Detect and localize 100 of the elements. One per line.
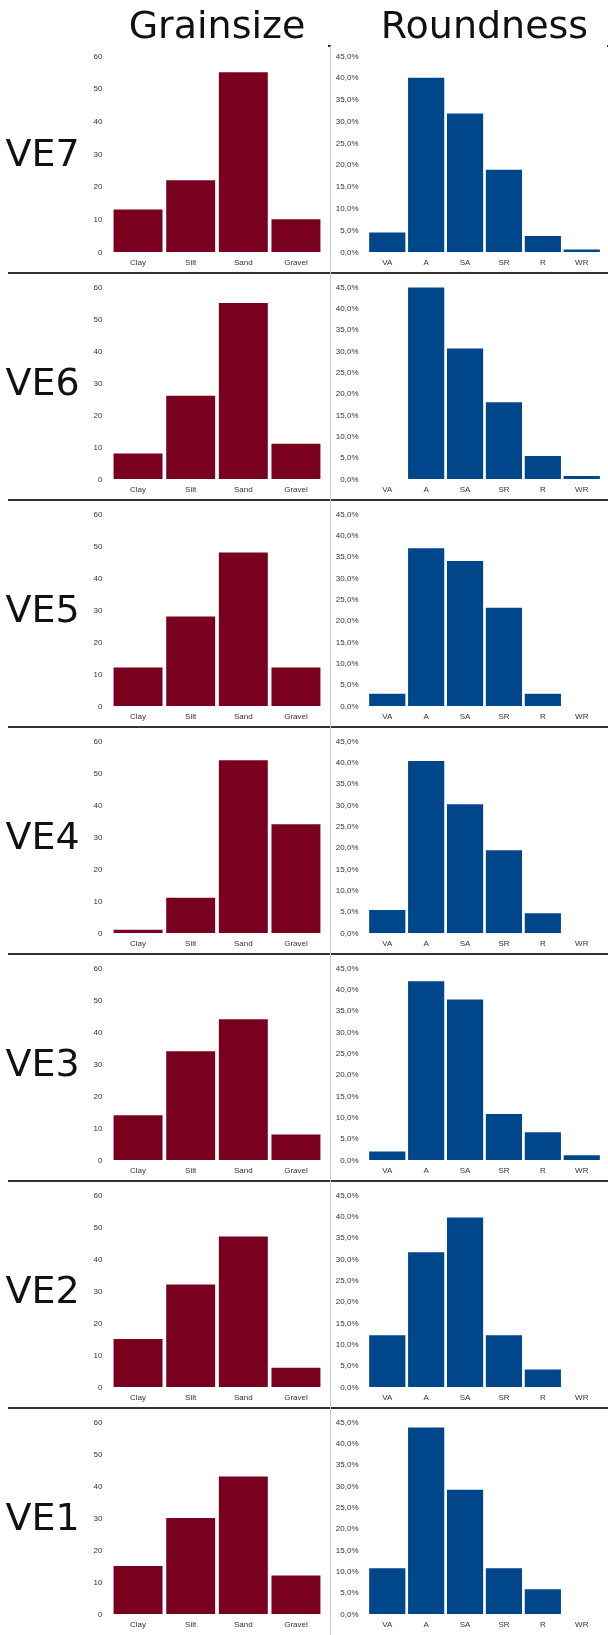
y-tick-label: 20 (93, 182, 104, 192)
x-tick-label: Clay (130, 484, 147, 494)
bar (408, 761, 445, 933)
bar (271, 1134, 321, 1160)
y-tick-label: 5,0% (340, 1361, 359, 1371)
bar (166, 1284, 216, 1387)
y-tick-label: 0 (98, 701, 104, 711)
bar (524, 455, 561, 479)
bar (563, 249, 600, 252)
y-tick-label: 5,0% (340, 453, 359, 463)
y-tick-label: 35,0% (335, 325, 359, 335)
bar (524, 913, 561, 933)
y-tick-label: 15,0% (335, 410, 359, 420)
y-tick-label: 0 (98, 928, 104, 938)
x-tick-label: WR (575, 1619, 589, 1629)
y-tick-label: 10,0% (335, 1566, 359, 1576)
y-tick-label: 30,0% (335, 800, 359, 810)
x-tick-label: Clay (130, 1392, 147, 1402)
x-tick-label: SR (498, 1392, 510, 1402)
x-tick-label: VA (382, 1165, 393, 1175)
x-tick-label: Sand (233, 938, 253, 948)
bar (485, 850, 523, 933)
bar (485, 1113, 523, 1160)
y-tick-label: 15,0% (335, 1318, 359, 1328)
y-tick-label: 0,0% (340, 474, 359, 484)
y-tick-label: 30 (93, 832, 104, 842)
y-tick-label: 0,0% (340, 247, 359, 257)
bar (524, 235, 561, 252)
y-axis-title: VE1 (5, 1494, 80, 1539)
x-tick-label: A (423, 1165, 430, 1175)
bar (485, 607, 523, 706)
y-axis-title: VE5 (5, 586, 80, 631)
bar (218, 1236, 268, 1387)
y-tick-label: 10,0% (335, 885, 359, 895)
bar (563, 1155, 600, 1160)
x-tick-label: Gravel (284, 1392, 308, 1402)
bar (271, 1575, 321, 1614)
y-tick-label: 40,0% (335, 530, 359, 540)
y-tick-label: 45,0% (335, 51, 359, 61)
y-tick-label: 35,0% (335, 95, 359, 105)
y-tick-label: 35,0% (335, 1233, 359, 1243)
x-tick-label: Gravel (284, 257, 308, 267)
y-tick-label: 20 (93, 1091, 104, 1101)
y-tick-label: 50 (93, 1222, 104, 1232)
bar (485, 402, 523, 479)
y-tick-label: 0,0% (340, 928, 359, 938)
y-tick-label: 30,0% (335, 1254, 359, 1264)
x-tick-label: WR (575, 1392, 589, 1402)
y-tick-label: 45,0% (335, 736, 359, 746)
y-tick-label: 40 (93, 1481, 104, 1491)
bar (113, 667, 163, 706)
y-tick-label: 50 (93, 995, 104, 1005)
y-tick-label: 60 (93, 509, 104, 519)
x-tick-label: Silt (185, 711, 198, 721)
y-tick-label: 50 (93, 84, 104, 94)
bar (485, 1568, 523, 1614)
y-tick-label: 30 (93, 149, 104, 159)
y-tick-label: 10,0% (335, 658, 359, 668)
x-tick-label: R (539, 938, 546, 948)
y-tick-label: 40 (93, 1027, 104, 1037)
x-tick-label: WR (575, 484, 589, 494)
x-tick-label: A (423, 938, 430, 948)
y-tick-label: 60 (93, 282, 104, 292)
bar (485, 1335, 523, 1387)
bar (218, 72, 268, 252)
x-tick-label: WR (575, 938, 589, 948)
y-tick-label: 0 (98, 1382, 104, 1392)
x-tick-label: Sand (233, 257, 253, 267)
y-tick-label: 30 (93, 605, 104, 615)
x-tick-label: Clay (130, 711, 147, 721)
y-tick-label: 20,0% (335, 616, 359, 626)
y-tick-label: 0,0% (340, 1382, 359, 1392)
y-tick-label: 20,0% (335, 1070, 359, 1080)
x-tick-label: Clay (130, 938, 147, 948)
x-tick-label: Silt (185, 1165, 198, 1175)
y-tick-label: 25,0% (335, 1275, 359, 1285)
y-tick-label: 20 (93, 1318, 104, 1328)
x-tick-label: A (423, 1392, 430, 1402)
y-tick-label: 20,0% (335, 160, 359, 170)
bar (563, 476, 600, 479)
x-tick-label: A (423, 1619, 430, 1629)
y-tick-label: 20 (93, 1545, 104, 1555)
y-tick-label: 25,0% (335, 594, 359, 604)
y-tick-label: 45,0% (335, 282, 359, 292)
y-tick-label: 40 (93, 573, 104, 583)
y-tick-label: 60 (93, 1417, 104, 1427)
y-tick-label: 50 (93, 314, 104, 324)
bar (524, 1369, 561, 1387)
y-tick-label: 10 (93, 214, 104, 224)
y-tick-label: 10 (93, 896, 104, 906)
y-tick-label: 45,0% (335, 1417, 359, 1427)
x-tick-label: SR (498, 711, 510, 721)
bar (166, 897, 216, 933)
bar (271, 1367, 321, 1387)
x-tick-label: Silt (185, 1619, 198, 1629)
bar (218, 1019, 268, 1160)
y-tick-label: 35,0% (335, 779, 359, 789)
y-tick-label: 25,0% (335, 821, 359, 831)
y-tick-label: 25,0% (335, 1048, 359, 1058)
y-tick-label: 40 (93, 1254, 104, 1264)
